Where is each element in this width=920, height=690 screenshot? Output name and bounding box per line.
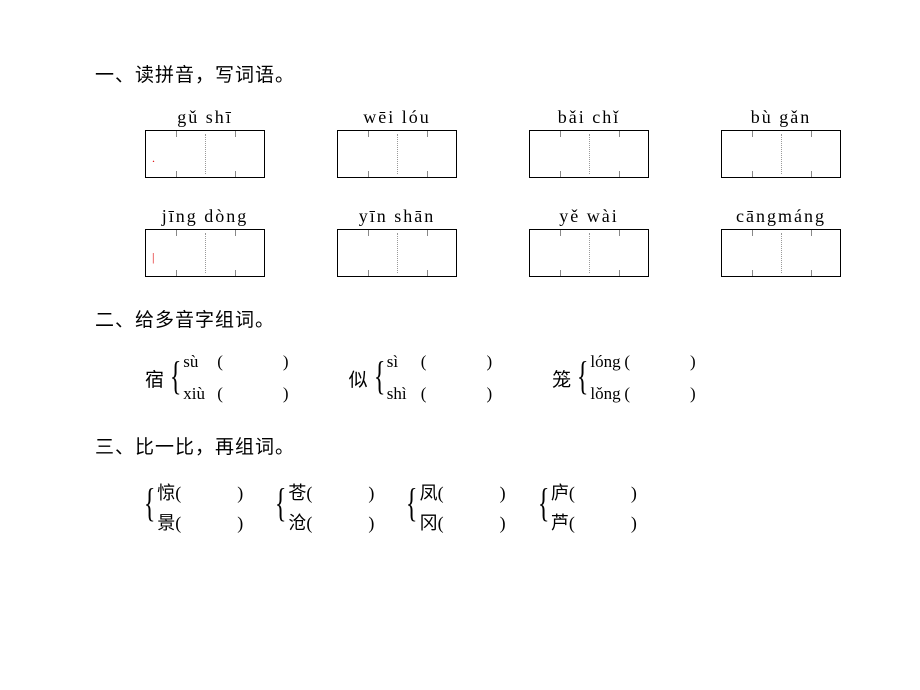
write-box bbox=[529, 130, 649, 178]
pinyin-item: jīng dòng | bbox=[145, 206, 265, 277]
reading-line: sì() bbox=[387, 352, 492, 372]
pinyin-item: gǔ shī . bbox=[145, 107, 265, 178]
reading-line: lóng() bbox=[590, 352, 695, 372]
pinyin-label: yīn shān bbox=[359, 206, 436, 227]
reading-line: lǒng() bbox=[590, 384, 695, 404]
compare-line: 凤() bbox=[420, 479, 506, 505]
poly-item: 似 { sì() shì() bbox=[349, 352, 493, 404]
compare-item: { 庐() 芦() bbox=[534, 479, 637, 535]
poly-char: 宿 bbox=[145, 365, 164, 392]
write-box bbox=[337, 229, 457, 277]
pinyin-label: cāngmáng bbox=[736, 206, 826, 227]
poly-item: 笼 { lóng() lǒng() bbox=[552, 352, 696, 404]
section1-title: 一、读拼音，写词语。 bbox=[95, 60, 920, 87]
pinyin-row-1: gǔ shī . wēi lóu bǎi chǐ bù gǎn bbox=[145, 107, 920, 178]
section1-content: gǔ shī . wēi lóu bǎi chǐ bù gǎn jīng dòn… bbox=[145, 107, 920, 277]
brace-icon: { bbox=[406, 479, 418, 535]
brace-icon: { bbox=[144, 479, 156, 535]
compare-item: { 惊() 景() bbox=[140, 479, 243, 535]
compare-line: 庐() bbox=[551, 479, 637, 505]
section3-content: { 惊() 景() { 苍() 沧() { 凤() 冈() { bbox=[140, 479, 920, 535]
poly-char: 笼 bbox=[552, 365, 571, 392]
pinyin-item: wēi lóu bbox=[337, 107, 457, 178]
pinyin-item: bǎi chǐ bbox=[529, 107, 649, 178]
compare-line: 芦() bbox=[551, 509, 637, 535]
section2-title: 二、给多音字组词。 bbox=[95, 305, 920, 332]
pinyin-label: bù gǎn bbox=[751, 107, 812, 128]
pinyin-item: yě wài bbox=[529, 206, 649, 277]
compare-line: 景() bbox=[157, 509, 243, 535]
pinyin-item: cāngmáng bbox=[721, 206, 841, 277]
pinyin-label: wēi lóu bbox=[363, 107, 431, 128]
brace-icon: { bbox=[537, 479, 549, 535]
pinyin-item: yīn shān bbox=[337, 206, 457, 277]
pinyin-row-2: jīng dòng | yīn shān yě wài cāngmáng bbox=[145, 206, 920, 277]
brace-icon: { bbox=[373, 352, 385, 404]
write-box: | bbox=[145, 229, 265, 277]
reading-line: sù() bbox=[183, 352, 288, 372]
write-box bbox=[721, 130, 841, 178]
pinyin-label: jīng dòng bbox=[162, 206, 249, 227]
compare-line: 惊() bbox=[157, 479, 243, 505]
write-box bbox=[529, 229, 649, 277]
reading-line: shì() bbox=[387, 384, 492, 404]
write-box bbox=[721, 229, 841, 277]
write-box bbox=[337, 130, 457, 178]
red-mark: | bbox=[152, 250, 154, 265]
section2-content: 宿 { sù() xiù() 似 { sì() shì() 笼 { lóng()… bbox=[145, 352, 920, 404]
brace-icon: { bbox=[577, 352, 589, 404]
section3-title: 三、比一比，再组词。 bbox=[95, 432, 920, 459]
red-mark: . bbox=[152, 151, 155, 166]
write-box: . bbox=[145, 130, 265, 178]
pinyin-label: bǎi chǐ bbox=[558, 107, 620, 128]
pinyin-label: gǔ shī bbox=[177, 107, 233, 128]
brace-icon: { bbox=[170, 352, 182, 404]
reading-line: xiù() bbox=[183, 384, 288, 404]
compare-item: { 苍() 沧() bbox=[271, 479, 374, 535]
brace-icon: { bbox=[275, 479, 287, 535]
pinyin-label: yě wài bbox=[559, 206, 618, 227]
compare-line: 冈() bbox=[420, 509, 506, 535]
poly-char: 似 bbox=[349, 365, 368, 392]
compare-line: 沧() bbox=[288, 509, 374, 535]
compare-line: 苍() bbox=[288, 479, 374, 505]
poly-item: 宿 { sù() xiù() bbox=[145, 352, 289, 404]
pinyin-item: bù gǎn bbox=[721, 107, 841, 178]
compare-item: { 凤() 冈() bbox=[402, 479, 505, 535]
